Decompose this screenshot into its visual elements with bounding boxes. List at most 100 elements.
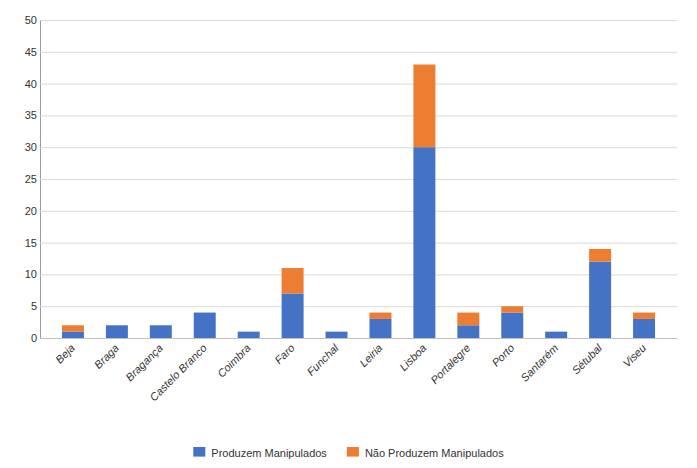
y-tick-label: 50 [25,14,37,26]
legend: Produzem Manipulados Não Produzem Manipul… [193,447,504,459]
bar [62,332,84,338]
y-tick-label: 35 [25,109,37,121]
x-tick-label: Coimbra [215,342,253,380]
legend-label: Não Produzem Manipulados [365,447,504,459]
y-tick: 10 [25,268,677,280]
x-tick-label: Viseu [620,342,648,370]
x-tick: Faro [272,342,296,366]
bar [326,332,348,338]
grid-line [40,306,677,307]
x-axis-line [41,338,678,339]
bar [633,313,655,319]
x-tick-label: Castelo Branco [147,342,209,404]
x-tick: Sétubal [569,341,604,376]
y-tick-label: 15 [25,237,37,249]
plot: 0 5 10 15 20 25 30 35 40 45 50 Beja BragaBragançaCas… [25,14,678,403]
y-tick: 35 [25,109,677,121]
x-tick-label: Sétubal [569,341,604,376]
y-tick: 15 [25,237,677,249]
x-tick-label: Funchal [305,341,342,378]
bar [545,332,567,338]
x-tick: Viseu [620,342,648,370]
y-tick: 20 [25,205,677,217]
y-axis: 0 5 10 15 20 25 30 35 40 45 50 [25,14,677,344]
bar [369,313,391,319]
bar [589,262,611,338]
y-tick-label: 40 [25,78,37,90]
y-tick: 30 [25,141,677,153]
bars [62,65,655,338]
series [62,65,655,332]
legend-label: Produzem Manipulados [211,447,327,459]
x-tick: Porto [489,342,516,369]
grid-line [40,20,677,21]
x-tick-label: Faro [272,342,296,366]
grid-line [40,179,677,180]
legend-swatch [347,447,359,457]
x-tick: Coimbra [215,342,253,380]
grid-line [40,243,677,244]
x-tick: Funchal [305,341,342,378]
y-tick-label: 25 [25,173,37,185]
y-tick: 25 [25,173,677,185]
x-tick: Bragança [123,342,165,384]
bar [413,147,435,338]
grid-line [40,274,677,275]
x-tick-label: Porto [489,342,516,369]
grid-line [40,211,677,212]
grid-line [40,52,677,53]
bar [457,313,479,326]
bar [326,331,348,332]
x-tick-label: Santarém [518,342,560,384]
x-tick: Castelo Branco [147,342,209,404]
y-tick-label: 5 [31,300,37,312]
bar [194,313,216,338]
bar [62,325,84,331]
bar [282,268,304,293]
y-tick: 40 [25,78,677,90]
bar [413,65,435,148]
bar [194,312,216,313]
bar [150,325,172,326]
y-tick: 45 [25,46,677,58]
bar [238,331,260,332]
y-tick-label: 0 [31,332,37,344]
y-tick: 5 [31,300,677,312]
x-tick-label: Beja [53,342,77,366]
x-tick-label: Leiria [357,342,385,370]
x-tick-label: Lisboa [397,342,428,373]
y-tick-label: 10 [25,268,37,280]
y-axis-line [41,21,678,339]
bar [150,325,172,338]
x-tick-label: Portalegre [428,342,472,386]
x-tick: Braga [92,342,121,371]
x-tick: Portalegre [428,342,472,386]
grid-line [40,147,677,148]
x-tick: Santarém [518,342,560,384]
bar [589,249,611,262]
x-tick: Leiria [357,342,385,370]
grid-line [40,84,677,85]
series [62,147,655,338]
x-tick: Beja [53,342,77,366]
y-tick-label: 45 [25,46,37,58]
legend-item: Não Produzem Manipulados [347,447,504,459]
grid-line [40,115,677,116]
x-tick: Lisboa [397,342,428,373]
x-tick-label: Bragança [123,342,165,384]
bar [106,325,128,326]
y-tick: 50 [25,14,677,26]
bar [633,319,655,338]
legend-swatch [193,447,205,457]
bar [238,332,260,338]
y-tick-label: 20 [25,205,37,217]
bar [106,325,128,338]
x-axis: Beja BragaBragançaCastelo BrancoCoimbra Fa… [41,339,678,404]
grid-line [40,338,677,339]
bar [369,319,391,338]
bar [501,313,523,338]
bar [457,325,479,338]
bar [282,293,304,338]
chart: 0 5 10 15 20 25 30 35 40 45 50 Beja BragaBragançaCas… [0,0,697,468]
x-tick-label: Braga [92,342,121,371]
